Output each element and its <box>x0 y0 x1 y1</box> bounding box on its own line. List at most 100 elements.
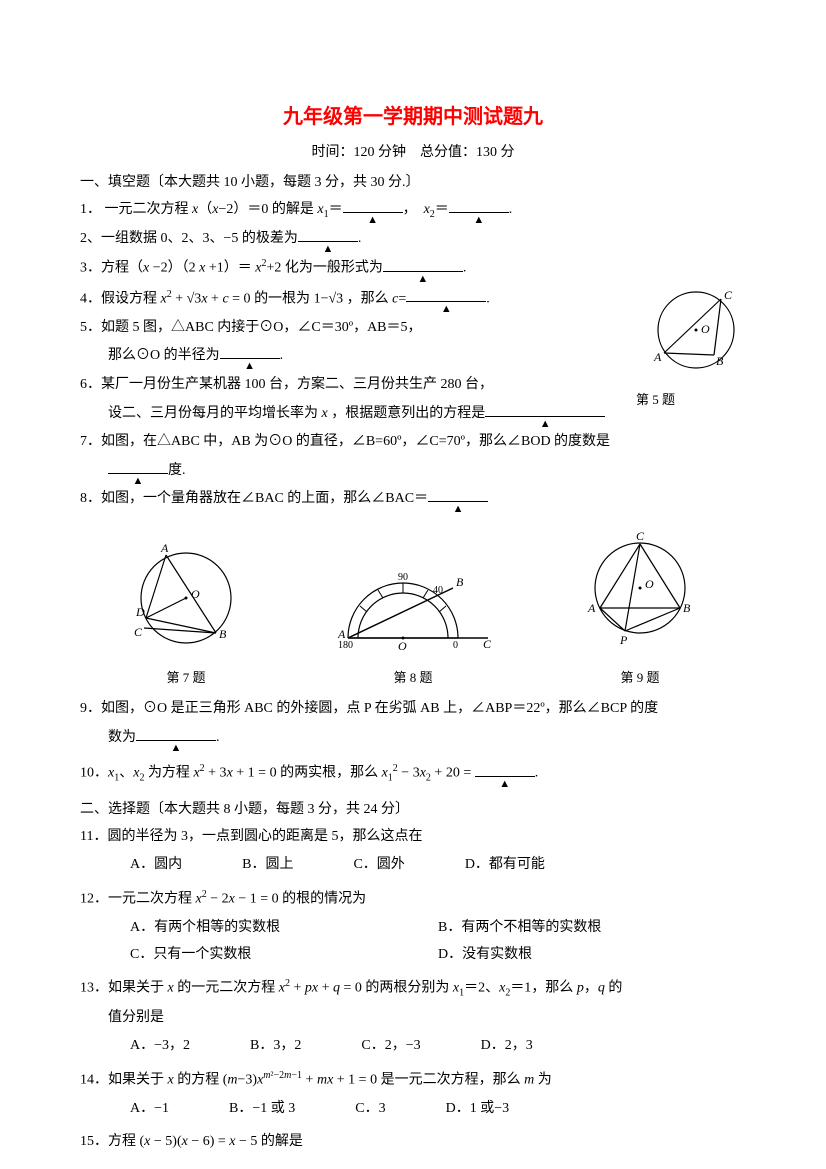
blank <box>108 473 168 474</box>
q12-opt-b: B．有两个不相等的实数根 <box>438 915 746 942</box>
q14-d: 为 <box>538 1073 552 1088</box>
figure-9-caption: 第 9 题 <box>570 667 710 686</box>
q14-opt-d: D．1 或−3 <box>446 1096 510 1123</box>
q1-c: ， <box>403 202 410 217</box>
blank <box>406 301 486 302</box>
svg-text:O: O <box>645 577 654 591</box>
q6-b-text: 设二、三月份每月的平均增长率为 <box>108 406 318 421</box>
blank <box>136 740 216 741</box>
question-6-b: 设二、三月份每月的平均增长率为 x ，根据题意列出的方程是 <box>80 401 746 428</box>
q13-a: 13．如果关于 <box>80 981 164 996</box>
q7-b-text: 度. <box>168 463 186 478</box>
q3-end: . <box>463 261 467 276</box>
q10-end: . <box>535 766 539 781</box>
q13-opt-a: A．−3，2 <box>130 1033 190 1060</box>
blank <box>475 776 535 777</box>
q2-end: . <box>358 231 362 246</box>
question-9: 9．如图，⊙O 是正三角形 ABC 的外接圆，点 P 在劣弧 AB 上，∠ABP… <box>80 696 746 723</box>
exam-subtitle: 时间：120 分钟 总分值：130 分 <box>80 141 746 161</box>
figure-9: O A B C P 第 9 题 <box>570 528 710 686</box>
q14-b: 的方程 <box>177 1073 219 1088</box>
q13-opt-c: C．2，−3 <box>361 1033 420 1060</box>
question-4: 4．假设方程 x2 + √3x + c = 0 的一根为 1−√3 ，那么 c=… <box>80 285 746 313</box>
q4-c: ，那么 <box>347 291 389 306</box>
figure-7: O A B C D 第 7 题 <box>116 538 256 686</box>
circle-diagram-icon: O A B C D <box>116 538 256 658</box>
q9-a: 9．如图，⊙O 是正三角形 ABC 的外接圆，点 P 在劣弧 AB 上，∠ABP… <box>80 701 658 716</box>
q4-b: 的一根为 <box>254 291 310 306</box>
svg-text:A: A <box>337 627 346 641</box>
blank <box>220 358 280 359</box>
q9-b-text: 数为 <box>108 730 136 745</box>
question-9-b: 数为. <box>80 725 746 752</box>
q11-opt-a: A．圆内 <box>130 852 182 879</box>
q4-end: . <box>486 291 490 306</box>
svg-text:P: P <box>619 633 628 647</box>
question-3: 3．方程（x −2）（2 x +1）＝ x2+2 化为一般形式为. <box>80 254 746 282</box>
q3-a: 3．方程 <box>80 261 129 276</box>
q9-end: . <box>216 730 220 745</box>
q11-opt-b: B．圆上 <box>242 852 293 879</box>
question-7: 7．如图，在△ABC 中，AB 为⊙O 的直径，∠B=60º，∠C=70º，那么… <box>80 429 746 456</box>
q14-opt-b: B．−1 或 3 <box>229 1096 295 1123</box>
q13-d: ，那么 <box>531 981 573 996</box>
question-15: 15．方程 (x − 5)(x − 6) = x − 5 的解是 <box>80 1129 746 1156</box>
q6-c-text: ，根据题意列出的方程是 <box>331 406 485 421</box>
question-12: 12．一元二次方程 x2 − 2x − 1 = 0 的根的情况为 <box>80 885 746 913</box>
q10-c: 的两实根，那么 <box>280 766 378 781</box>
q8-a: 8．如图，一个量角器放在∠BAC 的上面，那么∠BAC＝ <box>80 491 428 506</box>
q5-end: . <box>280 348 284 363</box>
svg-text:B: B <box>683 601 691 615</box>
svg-text:180: 180 <box>338 640 353 651</box>
q14-opt-a: A．−1 <box>130 1096 169 1123</box>
question-2: 2、一组数据 0、2、3、−5 的极差为. <box>80 226 746 253</box>
blank <box>343 212 403 213</box>
circle-triangle-icon: O A B C P <box>570 528 710 658</box>
q12-opt-d: D．没有实数根 <box>438 942 746 969</box>
q5-a: 5．如题 5 图，△ABC 内接于⊙O，∠C＝30º，AB＝5， <box>80 320 422 335</box>
q12-b: 的根的情况为 <box>282 892 366 907</box>
question-14: 14．如果关于 x 的方程 (m−3)xm²−2m−1 + mx + 1 = 0… <box>80 1066 746 1094</box>
svg-text:B: B <box>219 627 227 641</box>
question-8: 8．如图，一个量角器放在∠BAC 的上面，那么∠BAC＝ <box>80 486 746 513</box>
svg-text:0: 0 <box>453 640 458 651</box>
blank <box>449 212 509 213</box>
q15-b: 的解是 <box>261 1134 303 1149</box>
q15-a: 15．方程 <box>80 1134 136 1149</box>
q12-opt-a: A．有两个相等的实数根 <box>130 915 438 942</box>
q12-opt-c: C．只有一个实数根 <box>130 942 438 969</box>
blank <box>298 241 358 242</box>
q13-e: 的 <box>608 981 622 996</box>
figure-8-caption: 第 8 题 <box>328 667 498 686</box>
question-13-line2: 值分别是 <box>80 1005 746 1032</box>
svg-text:D: D <box>135 605 145 619</box>
q11-opt-c: C．圆外 <box>353 852 404 879</box>
q14-a: 14．如果关于 <box>80 1073 164 1088</box>
question-13: 13．如果关于 x 的一元二次方程 x2 + px + q = 0 的两根分别为… <box>80 974 746 1002</box>
section-1-header: 一、填空题〔本大题共 10 小题，每题 3 分，共 30 分.〕 <box>80 171 746 191</box>
svg-text:B: B <box>456 575 464 589</box>
question-10: 10．x1、x2 为方程 x2 + 3x + 1 = 0 的两实根，那么 x12… <box>80 759 746 787</box>
q13-c: 的两根分别为 <box>365 981 449 996</box>
figure-8: 90 40 180 0 A B C O 第 8 题 <box>328 558 498 686</box>
protractor-icon: 90 40 180 0 A B C O <box>328 558 498 658</box>
svg-text:A: A <box>160 541 169 555</box>
svg-text:A: A <box>587 601 596 615</box>
q12-a: 12．一元二次方程 <box>80 892 192 907</box>
q12-options: A．有两个相等的实数根 B．有两个不相等的实数根 C．只有一个实数根 D．没有实… <box>80 915 746 968</box>
svg-text:O: O <box>191 587 200 601</box>
q13-opt-b: B．3，2 <box>250 1033 301 1060</box>
q13-options: A．−3，2 B．3，2 C．2，−3 D．2，3 <box>80 1033 746 1060</box>
blank <box>485 416 605 417</box>
q5-b: 那么⊙O 的半径为 <box>108 348 220 363</box>
blank <box>383 271 463 272</box>
q13-f: 值分别是 <box>108 1010 164 1025</box>
q10-b: 为方程 <box>148 766 190 781</box>
question-1: 1． 一元二次方程 x（x−2）＝0 的解是 x1＝， x2＝. <box>80 197 746 224</box>
svg-text:O: O <box>398 639 407 653</box>
q2-text: 2、一组数据 0、2、3、−5 的极差为 <box>80 231 298 246</box>
q7-a: 7．如图，在△ABC 中，AB 为⊙O 的直径，∠B=60º，∠C=70º，那么… <box>80 434 610 449</box>
q11-options: A．圆内 B．圆上 C．圆外 D．都有可能 <box>80 852 746 879</box>
figure-row: O A B C D 第 7 题 90 40 180 0 <box>80 528 746 686</box>
question-5: 5．如题 5 图，△ABC 内接于⊙O，∠C＝30º，AB＝5， <box>80 315 746 342</box>
